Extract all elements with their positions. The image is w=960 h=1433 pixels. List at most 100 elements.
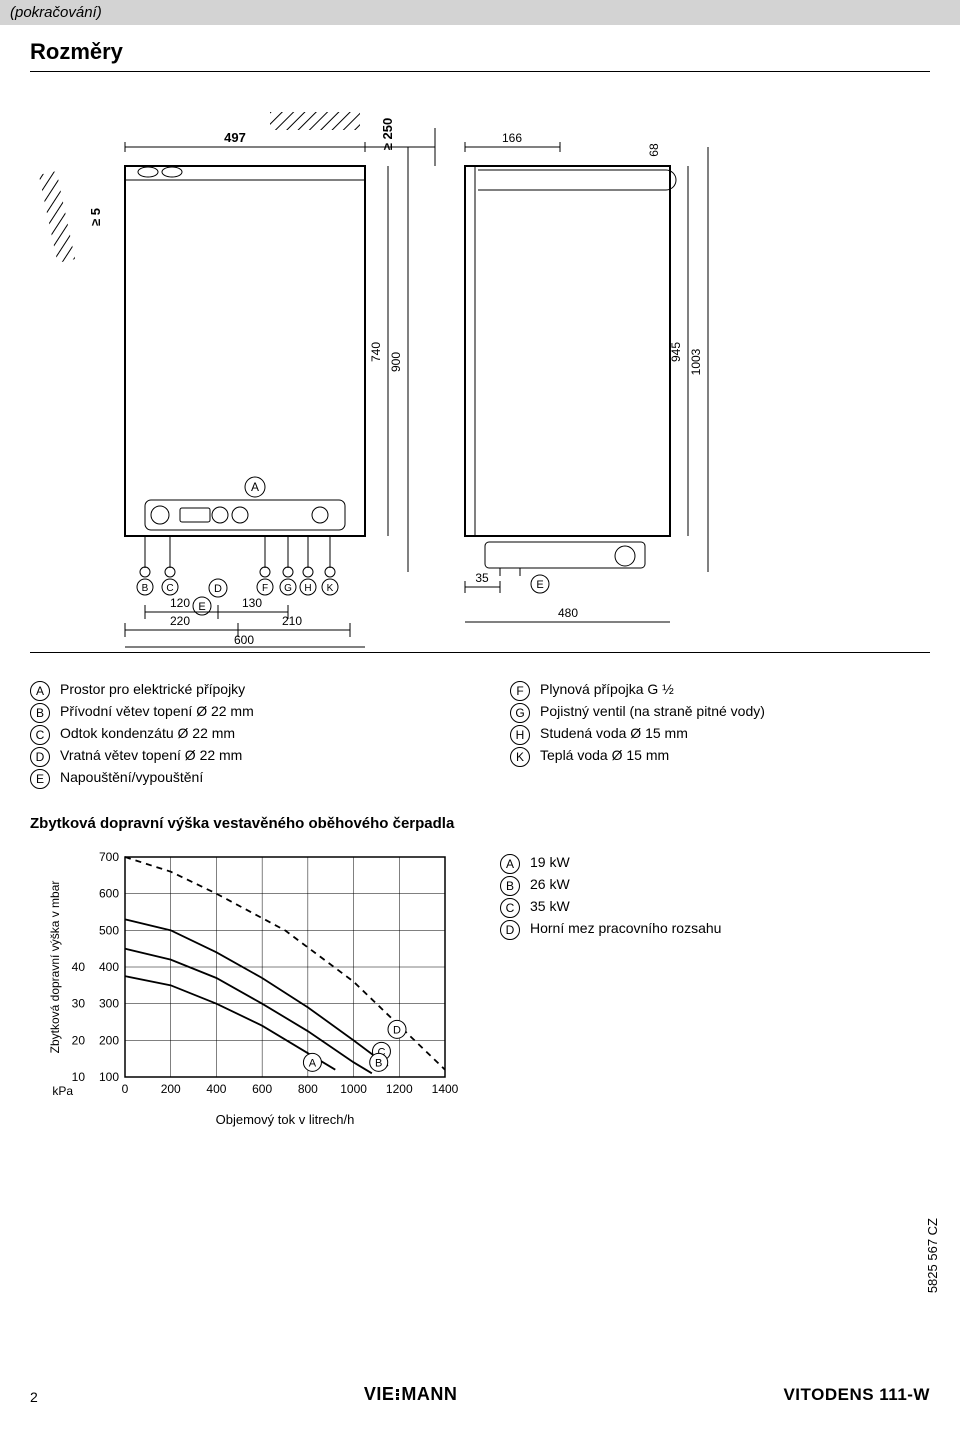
product-name: VITODENS 111-W: [783, 1385, 930, 1405]
legend-key: D: [30, 747, 50, 767]
xtick: 1000: [340, 1082, 367, 1096]
legend-row: C 35 kW: [500, 898, 721, 918]
legend-row: K Teplá voda Ø 15 mm: [510, 747, 930, 767]
ylabel2: kPa: [52, 1084, 73, 1098]
legend-key: K: [510, 747, 530, 767]
dim-220: 220: [170, 614, 190, 628]
side-tag-e: E: [536, 579, 543, 591]
xtick: 400: [206, 1082, 226, 1096]
section-title: Rozměry: [30, 39, 960, 65]
connection-legend: A Prostor pro elektrické přípojky B Přívodn…: [30, 679, 930, 791]
ytick-kpa: 20: [72, 1033, 86, 1047]
legend-key: B: [500, 876, 520, 896]
dimension-drawings: 497 ≥ 250 ≥ 5 A: [30, 92, 930, 652]
series-A: [125, 976, 335, 1069]
legend-text: 19 kW: [530, 854, 570, 870]
legend-row: D Vratná větev topení Ø 22 mm: [30, 747, 450, 767]
legend-text: Napouštění/vypouštění: [60, 769, 203, 785]
dim-480: 480: [558, 606, 578, 620]
xtick: 1200: [386, 1082, 413, 1096]
tag-d: D: [214, 583, 222, 595]
ytick-mbar: 200: [99, 1033, 119, 1047]
dim-600: 600: [234, 633, 254, 647]
xtick: 800: [298, 1082, 318, 1096]
dim-120: 120: [170, 596, 190, 610]
series-mark: D: [393, 1024, 401, 1036]
ytick-mbar: 400: [99, 960, 119, 974]
legend-key: C: [500, 898, 520, 918]
chart-legend: A 19 kW B 26 kW C 35 kW DHorní mez pracovního …: [500, 852, 721, 1132]
brand-logo: VIEMANN: [364, 1384, 458, 1405]
dim-cleartop: ≥ 250: [380, 118, 395, 150]
pump-title: Zbytková dopravní výška vestavěného oběh…: [30, 815, 930, 832]
dim-945: 945: [669, 342, 683, 362]
ytick-mbar: 700: [99, 850, 119, 864]
series-C: [125, 919, 388, 1066]
doc-code: 5825 567 CZ: [925, 1218, 940, 1293]
page-number: 2: [30, 1389, 38, 1405]
legend-key: H: [510, 725, 530, 745]
legend-row: F Plynová přípojka G ½: [510, 681, 930, 701]
xtick: 200: [161, 1082, 181, 1096]
tag-e: E: [198, 601, 205, 613]
dim-width: 497: [224, 130, 246, 145]
dim-clearleft: ≥ 5: [88, 208, 103, 226]
ytick-kpa: 10: [72, 1070, 86, 1084]
ytick-mbar: 300: [99, 997, 119, 1011]
port-tag-c: C: [166, 583, 173, 594]
series-mark: A: [309, 1057, 317, 1069]
series-B: [125, 949, 372, 1074]
dim-166: 166: [502, 131, 522, 145]
port-tag-h: H: [304, 583, 311, 594]
dim-1003: 1003: [689, 348, 703, 375]
legend-row: DHorní mez pracovního rozsahu: [500, 920, 721, 940]
pump-chart: 0200400600800100012001400100200300400500…: [30, 842, 460, 1132]
port-tag-g: G: [284, 583, 292, 594]
legend-key: A: [30, 681, 50, 701]
legend-row: H Studená voda Ø 15 mm: [510, 725, 930, 745]
legend-key: D: [500, 920, 520, 940]
dim-130: 130: [242, 596, 262, 610]
xlabel: Objemový tok v litrech/h: [216, 1112, 355, 1127]
legend-text: Prostor pro elektrické přípojky: [60, 681, 245, 697]
legend-row: C Odtok kondenzátu Ø 22 mm: [30, 725, 450, 745]
legend-row: G Pojistný ventil (na straně pitné vody): [510, 703, 930, 723]
port-tag-b: B: [142, 583, 149, 594]
legend-row: A 19 kW: [500, 854, 721, 874]
legend-text: Plynová přípojka G ½: [540, 681, 674, 697]
legend-key: C: [30, 725, 50, 745]
xtick: 1400: [432, 1082, 459, 1096]
legend-text: Odtok kondenzátu Ø 22 mm: [60, 725, 235, 741]
continued-label: (pokračování): [10, 4, 102, 21]
ytick-mbar: 500: [99, 923, 119, 937]
dim-740: 740: [369, 342, 383, 362]
legend-text: Přívodní větev topení Ø 22 mm: [60, 703, 254, 719]
xtick: 600: [252, 1082, 272, 1096]
legend-text: Pojistný ventil (na straně pitné vody): [540, 703, 765, 719]
dim-210: 210: [282, 614, 302, 628]
legend-key: A: [500, 854, 520, 874]
legend-text: 35 kW: [530, 898, 570, 914]
port-tag-k: K: [327, 583, 334, 594]
legend-row: B Přívodní větev topení Ø 22 mm: [30, 703, 450, 723]
ytick-kpa: 30: [72, 997, 86, 1011]
legend-row: E Napouštění/vypouštění: [30, 769, 450, 789]
tag-a: A: [251, 480, 259, 494]
legend-key: F: [510, 681, 530, 701]
legend-key: B: [30, 703, 50, 723]
dim-35: 35: [475, 571, 489, 585]
legend-text: Vratná větev topení Ø 22 mm: [60, 747, 242, 763]
port-tag-f: F: [262, 583, 268, 594]
legend-text: Teplá voda Ø 15 mm: [540, 747, 669, 763]
legend-text: 26 kW: [530, 876, 570, 892]
dim-900: 900: [389, 352, 403, 372]
xtick: 0: [122, 1082, 129, 1096]
dim-68: 68: [647, 143, 661, 157]
ylabel: Zbytková dopravní výška v mbar: [48, 881, 62, 1054]
legend-row: B 26 kW: [500, 876, 721, 896]
ytick-kpa: 40: [72, 960, 86, 974]
legend-key: E: [30, 769, 50, 789]
legend-text: Studená voda Ø 15 mm: [540, 725, 688, 741]
legend-key: G: [510, 703, 530, 723]
legend-row: A Prostor pro elektrické přípojky: [30, 681, 450, 701]
